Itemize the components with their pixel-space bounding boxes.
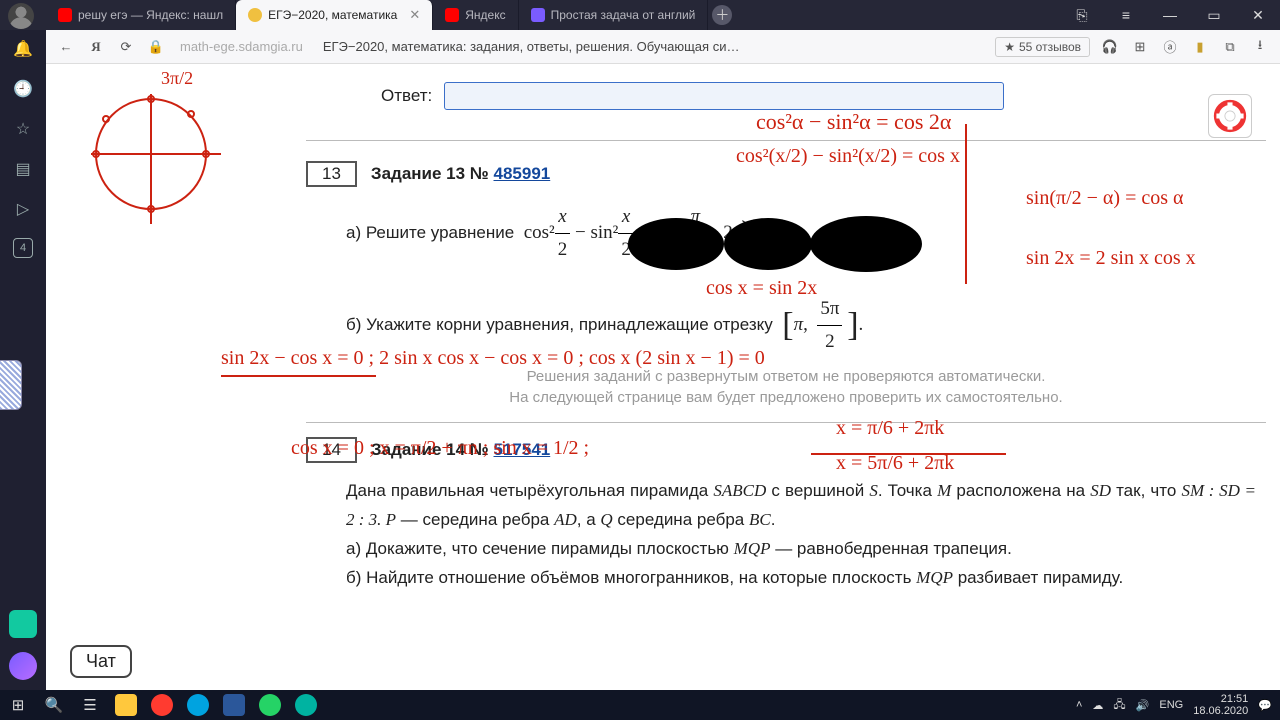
task-id-link[interactable]: 485991 [494, 164, 551, 183]
page-title: ЕГЭ−2020, математика: задания, ответы, р… [323, 39, 740, 54]
answer-input[interactable] [444, 82, 1004, 110]
lock-icon: 🔒 [146, 37, 166, 57]
task-label: Задание 13 [371, 164, 465, 183]
app-whatsapp[interactable] [252, 690, 288, 720]
browser-toolbar: ← Я ⟳ 🔒 math-ege.sdamgia.ru ЕГЭ−2020, ма… [46, 30, 1280, 64]
reload-icon[interactable]: ⟳ [116, 37, 136, 57]
auto-check-note: Решения заданий с развернутым ответом не… [306, 366, 1266, 408]
translate-icon[interactable]: ⓐ [1160, 37, 1180, 57]
volume-icon[interactable]: 🔊 [1136, 699, 1150, 712]
task-view-icon[interactable]: ☰ [72, 690, 108, 720]
interval-13b: [π, 5π2 ]. [778, 314, 864, 335]
onscreen-keyboard-tab[interactable] [0, 360, 22, 410]
onedrive-icon[interactable]: ☁ [1092, 699, 1103, 712]
clock[interactable]: 21:51 18.06.2020 [1193, 693, 1248, 717]
answer-label: Ответ: [381, 86, 432, 106]
bell-icon[interactable]: 🔔 [12, 38, 34, 60]
tab-label: Простая задача от англий [551, 8, 696, 22]
close-tab-icon[interactable]: ✕ [403, 7, 420, 23]
browser-tabstrip: решу егэ — Яндекс: нашл ЕГЭ−2020, матема… [0, 0, 1280, 30]
headphones-icon[interactable]: 🎧 [1100, 37, 1120, 57]
back-icon[interactable]: ← [56, 37, 76, 57]
favicon [445, 8, 459, 22]
help-lifebuoy-icon[interactable] [1208, 94, 1252, 138]
reviews-badge[interactable]: ★ 55 отзывов [995, 37, 1090, 57]
app-explorer[interactable] [108, 690, 144, 720]
profile-avatar[interactable] [8, 3, 34, 29]
start-button[interactable]: ⊞ [0, 690, 36, 720]
menu-icon[interactable]: ≡ [1104, 0, 1148, 30]
app-word[interactable] [216, 690, 252, 720]
task-number-badge: 13 [306, 161, 357, 187]
play-icon[interactable]: ▷ [12, 198, 34, 220]
network-icon[interactable]: 🖧 [1113, 696, 1125, 715]
task-14-text: Дана правильная четырёхугольная пирамида… [346, 477, 1256, 593]
tab-label: Яндекс [465, 8, 505, 22]
system-tray: ˄ ☁ 🖧 🔊 ENG 21:51 18.06.2020 💬 [1076, 693, 1280, 717]
app-skype[interactable] [180, 690, 216, 720]
counter-badge[interactable]: 4 [13, 238, 33, 258]
tray-chevron-icon[interactable]: ˄ [1076, 699, 1082, 711]
search-icon[interactable]: 🔍 [36, 690, 72, 720]
tab-3[interactable]: Простая задача от англий [519, 0, 709, 30]
reader-icon[interactable]: ⎘ [1060, 0, 1104, 30]
star-icon: ★ [1004, 40, 1015, 54]
task-number-badge: 14 [306, 437, 357, 463]
action-center-icon[interactable]: 💬 [1258, 699, 1272, 712]
bookmark-icon[interactable]: ▮ [1190, 37, 1210, 57]
minimize-button[interactable]: — [1148, 0, 1192, 30]
task-id-link[interactable]: 517541 [494, 440, 551, 459]
tab-label: ЕГЭ−2020, математика [268, 8, 397, 22]
sidepanel-icon[interactable]: ⧉ [1220, 37, 1240, 57]
app-shortcut-1[interactable] [9, 610, 37, 638]
language-indicator[interactable]: ENG [1159, 699, 1183, 711]
window-controls: ⎘ ≡ — ▭ ✕ [1060, 0, 1280, 30]
extension-icon[interactable]: ⊞ [1130, 37, 1150, 57]
tab-label: решу егэ — Яндекс: нашл [78, 8, 223, 22]
new-tab-button[interactable]: ＋ [708, 0, 736, 30]
tab-0[interactable]: решу егэ — Яндекс: нашл [46, 0, 236, 30]
chat-button[interactable]: Чат [70, 645, 132, 678]
download-icon[interactable]: ⭳ [1250, 37, 1270, 57]
windows-taskbar: ⊞ 🔍 ☰ ˄ ☁ 🖧 🔊 ENG 21:51 18.06.2020 💬 [0, 690, 1280, 720]
task-13: 13 Задание 13 № 485991 а) Решите уравнен… [306, 161, 1266, 358]
maximize-button[interactable]: ▭ [1192, 0, 1236, 30]
history-icon[interactable]: 🕘 [12, 78, 34, 100]
task-label: Задание 14 [371, 440, 465, 459]
page-content: Ответ: 13 Задание 13 № 485991 а) Решите [46, 64, 1280, 690]
favorites-icon[interactable]: ☆ [12, 118, 34, 140]
favicon [531, 8, 545, 22]
tab-2[interactable]: Яндекс [433, 0, 518, 30]
yandex-home-icon[interactable]: Я [86, 37, 106, 57]
close-window-button[interactable]: ✕ [1236, 0, 1280, 30]
app-yandex[interactable] [144, 690, 180, 720]
tab-1[interactable]: ЕГЭ−2020, математика ✕ [236, 0, 433, 30]
collections-icon[interactable]: ▤ [12, 158, 34, 180]
equation-13a: cos²x2 − sin²x2 = sin(π2 − 2x). [519, 222, 757, 243]
address-bar[interactable]: math-ege.sdamgia.ru [176, 39, 303, 54]
app-generic[interactable] [288, 690, 324, 720]
favicon [248, 8, 262, 22]
favicon [58, 8, 72, 22]
app-shortcut-2[interactable] [9, 652, 37, 680]
task-14: 14 Задание 14 № 517541 Дана правильная ч… [306, 437, 1266, 593]
